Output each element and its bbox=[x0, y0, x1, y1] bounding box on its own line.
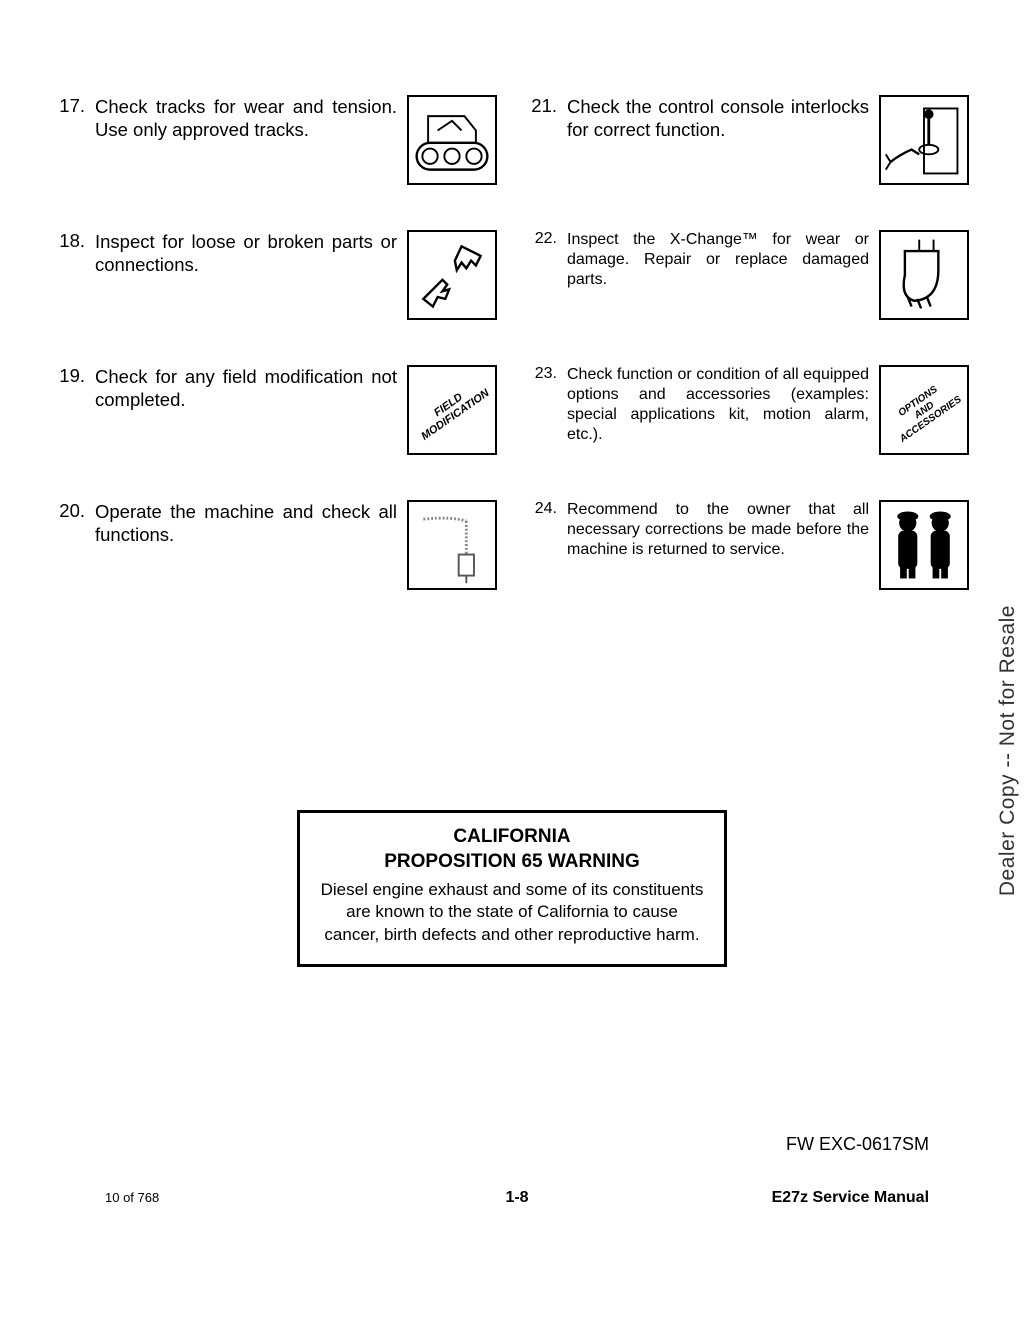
operate-machine-icon bbox=[407, 500, 497, 590]
item-text: Inspect the X-Change™ for wear or damage… bbox=[567, 230, 869, 290]
tracks-icon bbox=[407, 95, 497, 185]
document-code: FW EXC-0617SM bbox=[786, 1134, 929, 1155]
control-console-icon bbox=[879, 95, 969, 185]
manual-page: 17. Check tracks for wear and tension. U… bbox=[0, 0, 1024, 1325]
warning-title-line1: CALIFORNIA bbox=[318, 825, 706, 850]
check-item-17: 17. Check tracks for wear and tension. U… bbox=[55, 95, 497, 185]
item-text: Check tracks for wear and tension. Use o… bbox=[95, 95, 397, 141]
prop65-warning-box: CALIFORNIA PROPOSITION 65 WARNING Diesel… bbox=[297, 810, 727, 967]
item-number: 21. bbox=[527, 95, 557, 117]
footer-section-page: 1-8 bbox=[380, 1189, 655, 1207]
item-text: Check the control console interlocks for… bbox=[567, 95, 869, 141]
check-item-20: 20. Operate the machine and check all fu… bbox=[55, 500, 497, 590]
field-modification-icon: FIELD MODIFICATION bbox=[407, 365, 497, 455]
item-number: 18. bbox=[55, 230, 85, 252]
item-text: Operate the machine and check all functi… bbox=[95, 500, 397, 546]
options-accessories-icon: OPTIONS AND ACCESSORIES bbox=[879, 365, 969, 455]
check-item-22: 22. Inspect the X-Change™ for wear or da… bbox=[527, 230, 969, 320]
check-item-18: 18. Inspect for loose or broken parts or… bbox=[55, 230, 497, 320]
warning-body: Diesel engine exhaust and some of its co… bbox=[318, 879, 706, 945]
item-text: Check function or condition of all equip… bbox=[567, 365, 869, 445]
check-item-24: 24. Recommend to the owner that all nece… bbox=[527, 500, 969, 590]
item-number: 20. bbox=[55, 500, 85, 522]
check-item-23: 23. Check function or condition of all e… bbox=[527, 365, 969, 455]
check-item-19: 19. Check for any field modification not… bbox=[55, 365, 497, 455]
item-text: Recommend to the owner that all necessar… bbox=[567, 500, 869, 560]
warning-title-line2: PROPOSITION 65 WARNING bbox=[318, 850, 706, 875]
item-number: 17. bbox=[55, 95, 85, 117]
owner-recommend-icon bbox=[879, 500, 969, 590]
item-number: 24. bbox=[527, 500, 557, 518]
left-column: 17. Check tracks for wear and tension. U… bbox=[55, 95, 497, 590]
right-column: 21. Check the control console interlocks… bbox=[527, 95, 969, 590]
item-number: 22. bbox=[527, 230, 557, 248]
item-text: Check for any field modification not com… bbox=[95, 365, 397, 411]
footer-manual-title: E27z Service Manual bbox=[654, 1189, 929, 1207]
dealer-copy-watermark: Dealer Copy -- Not for Resale bbox=[996, 605, 1020, 896]
check-item-21: 21. Check the control console interlocks… bbox=[527, 95, 969, 185]
broken-parts-icon bbox=[407, 230, 497, 320]
xchange-icon bbox=[879, 230, 969, 320]
item-number: 19. bbox=[55, 365, 85, 387]
content-columns: 17. Check tracks for wear and tension. U… bbox=[55, 95, 969, 590]
item-number: 23. bbox=[527, 365, 557, 383]
item-text: Inspect for loose or broken parts or con… bbox=[95, 230, 397, 276]
page-footer: 10 of 768 1-8 E27z Service Manual bbox=[0, 1189, 1024, 1207]
footer-page-count: 10 of 768 bbox=[105, 1190, 380, 1205]
